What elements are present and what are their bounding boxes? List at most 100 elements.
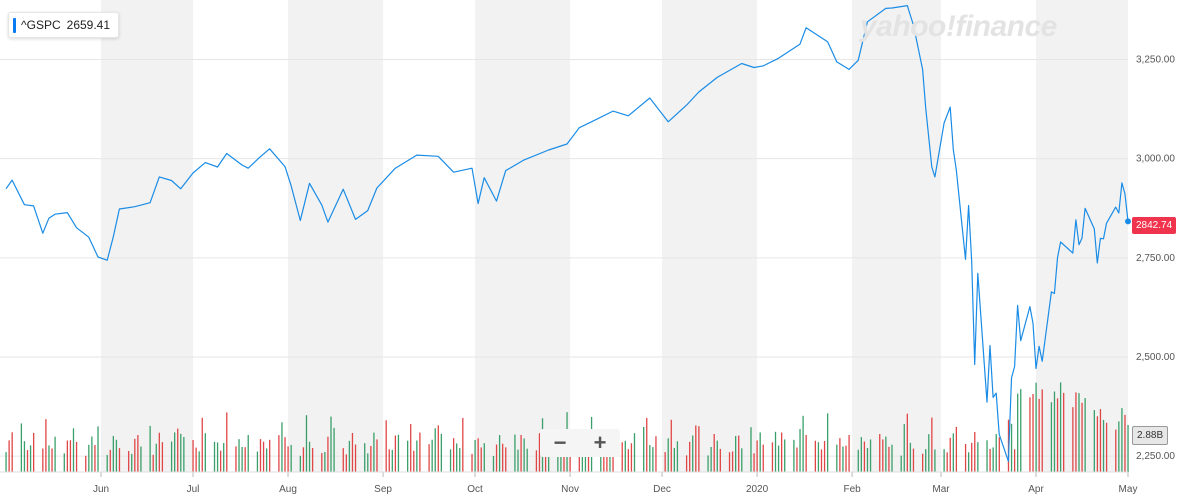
volume-bar [1063, 392, 1065, 472]
volume-bar [964, 443, 967, 472]
volume-bar [269, 439, 271, 472]
volume-bar [152, 454, 154, 472]
volume-bar [538, 433, 541, 472]
legend-value: 2659.41 [66, 18, 111, 32]
volume-bar [1096, 416, 1099, 472]
volume-bar [943, 449, 945, 472]
volume-bar [437, 425, 439, 472]
volume-bar [633, 433, 636, 472]
volume-bar [1115, 429, 1117, 472]
month-band [662, 0, 758, 472]
volume-bar [731, 451, 734, 472]
volume-bar [85, 455, 87, 472]
volume-bar [134, 438, 136, 472]
legend[interactable]: ^GSPC 2659.41 [8, 12, 120, 38]
volume-bar [170, 441, 173, 472]
volume-bar [241, 446, 243, 472]
volume-bar [934, 449, 936, 472]
x-tick-label: 2020 [746, 484, 769, 495]
volume-bar [676, 441, 679, 472]
month-band [101, 0, 193, 472]
volume-bar [434, 428, 436, 472]
volume-bar [606, 450, 608, 472]
volume-bar [548, 446, 550, 472]
zoom-out-button[interactable]: − [545, 431, 575, 455]
volume-bar [192, 439, 194, 472]
volume-bar [667, 438, 669, 472]
volume-bar [259, 439, 262, 472]
volume-bar [330, 416, 332, 472]
x-tick-label: Sep [374, 484, 392, 495]
volume-bar [756, 440, 758, 472]
x-tick-label: Jul [187, 484, 200, 495]
volume-bar [888, 446, 890, 472]
volume-bar [112, 436, 114, 472]
volume-bar [278, 435, 280, 472]
volume-bar [1017, 393, 1019, 472]
x-tick-label: Jun [93, 484, 109, 495]
plus-icon: + [593, 430, 607, 455]
y-tick-label: 2,750.00 [1136, 253, 1175, 264]
volume-bar [94, 444, 96, 472]
volume-bar [906, 413, 908, 472]
y-tick-label: 3,000.00 [1136, 154, 1175, 165]
volume-bar [1029, 397, 1031, 472]
volume-bar [1035, 382, 1037, 472]
volume-bar [584, 447, 587, 472]
volume-bar [97, 426, 99, 472]
volume-bar [474, 440, 476, 472]
x-tick-label: Nov [561, 484, 579, 495]
volume-bar [505, 447, 507, 472]
volume-bar [281, 422, 283, 472]
volume-bar [348, 440, 351, 472]
yahoo-finance-watermark: yahoo!finance [860, 10, 1057, 43]
volume-bar [925, 449, 927, 472]
volume-bar [646, 417, 648, 472]
volume-bar [967, 452, 970, 472]
volume-bar [1059, 382, 1062, 472]
volume-bar [685, 455, 688, 472]
volume-bar [713, 434, 715, 472]
volume-bar [265, 448, 268, 472]
volume-bar [1053, 391, 1056, 472]
volume-bar [367, 453, 369, 472]
volume-bar [1075, 392, 1077, 472]
zoom-in-button[interactable]: + [585, 431, 615, 455]
volume-bar [1032, 394, 1034, 472]
volume-bar [161, 442, 164, 472]
volume-bar [471, 453, 473, 472]
volume-bar [673, 447, 675, 472]
volume-bar [216, 442, 219, 472]
volume-bar [817, 442, 820, 472]
volume-bar [621, 442, 623, 472]
volume-bar [195, 447, 197, 472]
volume-bar [204, 433, 206, 472]
volume-bar [563, 443, 565, 472]
volume-bar [406, 440, 409, 472]
volume-bar [155, 443, 157, 472]
volume-bar [419, 432, 421, 472]
volume-bar [1072, 407, 1074, 472]
volume-bar [946, 452, 948, 472]
volume-bar [848, 435, 850, 472]
volume-bar [523, 438, 525, 472]
volume-bar [716, 440, 718, 472]
volume-bar [707, 455, 709, 472]
volume-bar [140, 446, 142, 472]
volume-bar [492, 455, 495, 472]
volume-bar [535, 450, 538, 472]
volume-bar [710, 446, 712, 472]
x-tick-label: Mar [932, 484, 950, 495]
volume-bar [1121, 408, 1123, 472]
volume-bar [753, 453, 755, 472]
volume-bar [91, 436, 93, 472]
volume-bar [410, 424, 412, 472]
volume-bar [88, 444, 90, 472]
month-band [288, 0, 384, 472]
volume-bar [226, 412, 228, 472]
grid-lines [0, 59, 1128, 457]
volume-bar [287, 446, 289, 472]
volume-bar [376, 439, 378, 472]
volume-bar [762, 444, 764, 472]
